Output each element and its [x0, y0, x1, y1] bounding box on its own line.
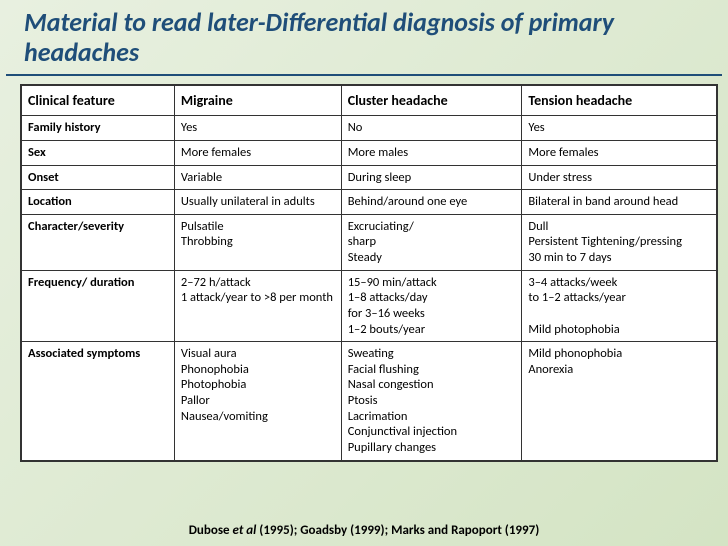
value-cell: 2–72 h/attack1 attack/year to >8 per mon… [174, 270, 341, 342]
slide-title: Material to read later-Differential diag… [6, 8, 722, 76]
citation-prefix: Dubose [189, 523, 233, 538]
feature-cell: Character/severity [22, 214, 175, 270]
table-row: SexMore femalesMore malesMore females [22, 140, 717, 165]
citation-suffix: (1995); Goadsby (1999); Marks and Rapopo… [256, 523, 539, 538]
value-cell: Yes [522, 116, 717, 141]
comparison-table-container: Clinical feature Migraine Cluster headac… [20, 84, 718, 462]
citation-italic: et al [233, 523, 257, 538]
value-cell: 3–4 attacks/weekto 1–2 attacks/yearMild … [522, 270, 717, 342]
value-cell: Mild phonophobiaAnorexia [522, 342, 717, 460]
table-header-row: Clinical feature Migraine Cluster headac… [22, 85, 717, 116]
table-row: Frequency/ duration2–72 h/attack1 attack… [22, 270, 717, 342]
value-cell: More females [522, 140, 717, 165]
value-cell: During sleep [341, 165, 522, 190]
citation: Dubose et al (1995); Goadsby (1999); Mar… [0, 523, 728, 538]
table-row: OnsetVariableDuring sleepUnder stress [22, 165, 717, 190]
feature-cell: Family history [22, 116, 175, 141]
value-cell: Yes [174, 116, 341, 141]
value-cell: More females [174, 140, 341, 165]
value-cell: No [341, 116, 522, 141]
value-cell: Variable [174, 165, 341, 190]
table-body: Family historyYesNoYesSexMore femalesMor… [22, 116, 717, 460]
value-cell: Excruciating/sharpSteady [341, 214, 522, 270]
col-header: Migraine [174, 85, 341, 116]
table-row: Associated symptomsVisual auraPhonophobi… [22, 342, 717, 460]
value-cell: Under stress [522, 165, 717, 190]
col-header: Cluster headache [341, 85, 522, 116]
value-cell: Bilateral in band around head [522, 190, 717, 215]
slide: Material to read later-Differential diag… [0, 0, 728, 546]
table-row: LocationUsually unilateral in adultsBehi… [22, 190, 717, 215]
feature-cell: Associated symptoms [22, 342, 175, 460]
value-cell: Visual auraPhonophobiaPhotophobiaPallorN… [174, 342, 341, 460]
table-row: Family historyYesNoYes [22, 116, 717, 141]
comparison-table: Clinical feature Migraine Cluster headac… [21, 85, 717, 461]
feature-cell: Onset [22, 165, 175, 190]
feature-cell: Location [22, 190, 175, 215]
feature-cell: Frequency/ duration [22, 270, 175, 342]
table-row: Character/severityPulsatileThrobbingExcr… [22, 214, 717, 270]
col-header: Clinical feature [22, 85, 175, 116]
value-cell: PulsatileThrobbing [174, 214, 341, 270]
value-cell: Usually unilateral in adults [174, 190, 341, 215]
feature-cell: Sex [22, 140, 175, 165]
value-cell: Behind/around one eye [341, 190, 522, 215]
value-cell: SweatingFacial flushingNasal congestionP… [341, 342, 522, 460]
value-cell: DullPersistent Tightening/pressing30 min… [522, 214, 717, 270]
value-cell: More males [341, 140, 522, 165]
col-header: Tension headache [522, 85, 717, 116]
value-cell: 15–90 min/attack1–8 attacks/dayfor 3–16 … [341, 270, 522, 342]
